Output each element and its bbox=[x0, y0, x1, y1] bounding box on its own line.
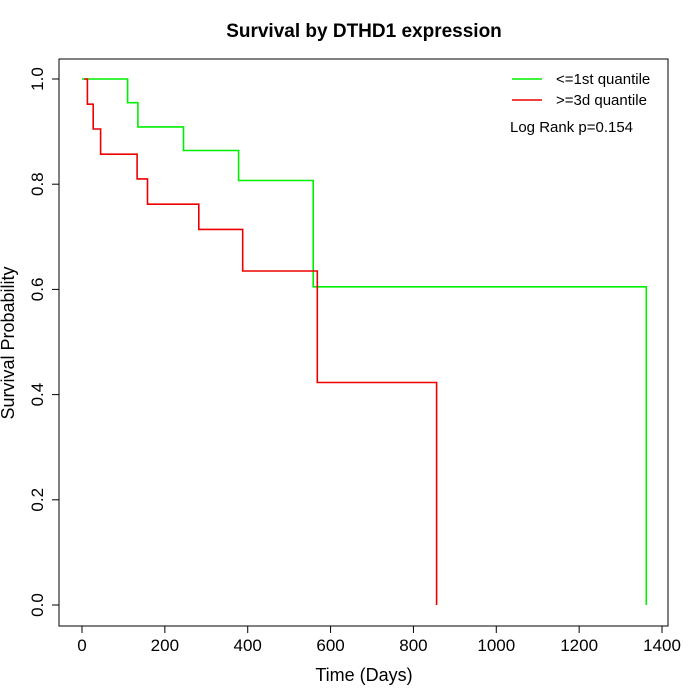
log-rank-annotation: Log Rank p=0.154 bbox=[510, 119, 633, 136]
y-axis: 0.0 0.2 0.4 0.6 0.8 1.0 bbox=[28, 67, 60, 617]
legend-entry: >=3d quantile bbox=[556, 92, 647, 109]
legend: <=1st quantile >=3d quantile bbox=[512, 71, 650, 109]
y-tick-label: 1.0 bbox=[28, 67, 47, 91]
x-tick-label: 0 bbox=[77, 636, 86, 655]
series-line-high bbox=[84, 78, 438, 605]
series-layer bbox=[82, 78, 648, 605]
y-tick-label: 0.2 bbox=[28, 488, 47, 512]
legend-entry: <=1st quantile bbox=[556, 71, 650, 88]
x-tick-label: 600 bbox=[316, 636, 344, 655]
y-tick-label: 0.6 bbox=[28, 278, 47, 302]
x-tick-label: 800 bbox=[399, 636, 427, 655]
y-axis-label: Survival Probability bbox=[0, 266, 18, 419]
x-tick-label: 200 bbox=[151, 636, 179, 655]
x-tick-label: 1400 bbox=[643, 636, 681, 655]
x-axis-label: Time (Days) bbox=[315, 665, 412, 685]
y-tick-label: 0.0 bbox=[28, 593, 47, 617]
series-line-low bbox=[82, 78, 648, 605]
x-tick-label: 1200 bbox=[560, 636, 598, 655]
chart-title: Survival by DTHD1 expression bbox=[226, 21, 502, 42]
plot-frame bbox=[58, 58, 669, 627]
x-axis: 0 200 400 600 800 1000 1200 1400 bbox=[77, 625, 681, 655]
y-tick-label: 0.8 bbox=[28, 172, 47, 196]
x-tick-label: 400 bbox=[234, 636, 262, 655]
y-tick-label: 0.4 bbox=[28, 383, 47, 407]
x-tick-label: 1000 bbox=[477, 636, 515, 655]
